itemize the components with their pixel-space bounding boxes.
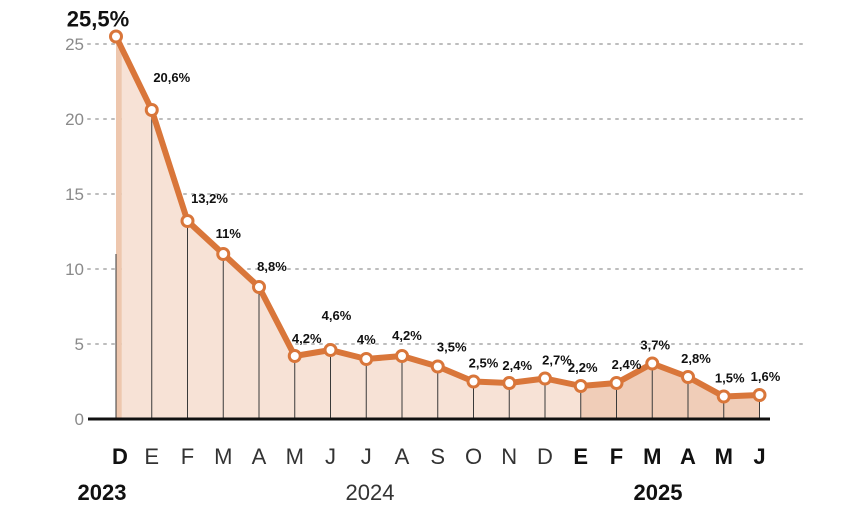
x-tick-label-2: F xyxy=(181,444,194,469)
data-label-11: 2,4% xyxy=(502,358,532,373)
data-point-10 xyxy=(466,374,481,389)
data-point-4 xyxy=(252,280,266,294)
year-labels: 2023 2024 2025 xyxy=(78,480,683,505)
data-point-16 xyxy=(681,370,695,384)
data-label-7: 4% xyxy=(357,332,376,347)
data-label-12: 2,7% xyxy=(542,353,572,368)
data-point-0 xyxy=(109,29,123,44)
area-fills xyxy=(116,36,760,419)
x-tick-label-15: M xyxy=(643,444,661,469)
data-point-1 xyxy=(144,103,159,117)
x-tick-label-3: M xyxy=(214,444,232,469)
data-label-14: 2,4% xyxy=(612,357,642,372)
x-tick-label-14: F xyxy=(610,444,623,469)
data-label-10: 2,5% xyxy=(469,356,499,371)
data-point-17 xyxy=(716,389,731,404)
x-tick-label-10: O xyxy=(465,444,482,469)
area-2023 xyxy=(116,36,122,419)
x-tick-label-17: M xyxy=(715,444,733,469)
x-tick-label-7: J xyxy=(361,444,372,469)
data-label-4: 8,8% xyxy=(257,259,287,274)
x-tick-label-4: A xyxy=(252,444,267,469)
y-tick-label-20: 20 xyxy=(65,110,84,129)
data-labels: 25,5%20,6%13,2%11%8,8%4,2%4,6%4% 4,2%3,5%… xyxy=(67,7,781,386)
data-point-5 xyxy=(287,349,302,363)
x-tick-label-12: D xyxy=(537,444,553,469)
data-point-14 xyxy=(609,376,624,390)
x-tick-label-8: A xyxy=(395,444,410,469)
data-label-15: 3,7% xyxy=(640,338,670,353)
data-point-15 xyxy=(645,356,660,371)
x-tick-label-0: D xyxy=(112,444,128,469)
y-tick-label-15: 15 xyxy=(65,185,84,204)
data-point-7 xyxy=(359,352,374,366)
x-tick-label-6: J xyxy=(325,444,336,469)
y-tick-label-5: 5 xyxy=(75,335,84,354)
data-point-6 xyxy=(323,343,338,357)
data-label-1: 20,6% xyxy=(153,70,190,85)
x-tick-label-18: J xyxy=(753,444,765,469)
data-point-18 xyxy=(752,388,767,402)
data-label-0: 25,5% xyxy=(67,7,129,32)
data-label-6: 4,6% xyxy=(322,308,352,323)
x-tick-label-11: N xyxy=(501,444,517,469)
x-tick-label-13: E xyxy=(573,444,588,469)
data-label-17: 1,5% xyxy=(715,371,745,386)
drop-lines xyxy=(115,110,760,419)
data-label-3: 11% xyxy=(216,226,242,241)
area-2025 xyxy=(580,363,760,419)
data-label-16: 2,8% xyxy=(681,351,711,366)
y-tick-label-0: 0 xyxy=(75,410,84,429)
x-tick-label-16: A xyxy=(680,444,696,469)
data-label-13: 2,2% xyxy=(568,360,598,375)
year-label-2023: 2023 xyxy=(78,480,127,505)
y-tick-label-25: 25 xyxy=(65,35,84,54)
y-tick-label-10: 10 xyxy=(65,260,84,279)
data-point-8 xyxy=(395,349,409,363)
data-label-8: 4,2% xyxy=(392,328,422,343)
year-label-2024: 2024 xyxy=(346,480,395,505)
data-label-18: 1,6% xyxy=(751,369,781,384)
year-label-2025: 2025 xyxy=(634,480,683,505)
data-points xyxy=(109,29,767,404)
data-label-5: 4,2% xyxy=(292,331,322,346)
data-point-12 xyxy=(538,371,552,386)
x-tick-label-9: S xyxy=(430,444,445,469)
x-tick-label-1: E xyxy=(144,444,159,469)
data-point-11 xyxy=(502,376,517,390)
area-2024 xyxy=(121,48,581,419)
y-tick-labels: 0 5 10 15 20 25 xyxy=(65,35,84,429)
data-point-3 xyxy=(216,247,231,261)
data-point-13 xyxy=(573,379,588,393)
x-tick-label-5: M xyxy=(286,444,304,469)
data-point-9 xyxy=(430,359,445,374)
data-point-2 xyxy=(180,214,195,228)
data-label-9: 3,5% xyxy=(437,340,467,355)
data-label-2: 13,2% xyxy=(191,191,228,206)
